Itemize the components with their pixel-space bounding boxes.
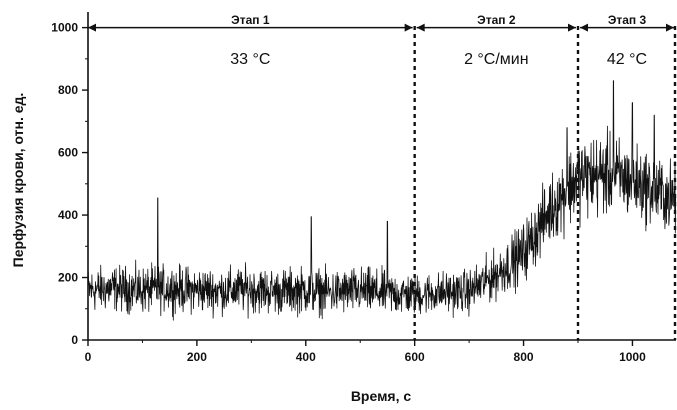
arrow-head [568,23,576,32]
arrow-head [88,23,96,32]
arrow-head [416,23,425,32]
x-tick-label: 200 [187,350,207,364]
stage-name: Этап 3 [608,13,647,27]
x-ticks: 0 200 400 600 800 1000 [85,340,646,364]
x-tick-label: 0 [85,350,92,364]
y-tick-label: 400 [58,208,78,222]
stage-condition: 42 °C [607,51,647,68]
x-tick-label: 400 [296,350,316,364]
series-line-perfusion [87,80,677,321]
x-tick-label: 1000 [619,350,646,364]
y-tick-label: 200 [58,271,78,285]
plot-area [87,80,677,321]
arrow-head [580,23,588,32]
x-tick-label: 800 [514,350,534,364]
arrow-head [666,23,674,32]
stage-arrows: Этап 1 33 °C Этап 2 2 °C/мин Этап 3 42 °C [88,13,674,68]
y-tick-label: 600 [58,146,78,160]
y-tick-label: 1000 [51,21,78,35]
x-axis-title: Время, с [351,388,412,404]
x-tick-label: 600 [405,350,425,364]
y-tick-label: 800 [58,83,78,97]
stage-condition: 2 °C/мин [464,51,529,68]
stage-name: Этап 1 [231,13,270,27]
y-axis-title: Перфузия крови, отн. ед. [10,93,26,268]
stage-condition: 33 °C [230,51,270,68]
y-ticks: 0 200 400 600 800 1000 [51,21,88,347]
stage-name: Этап 2 [477,13,516,27]
arrow-head [404,23,413,32]
y-tick-label: 0 [71,333,78,347]
